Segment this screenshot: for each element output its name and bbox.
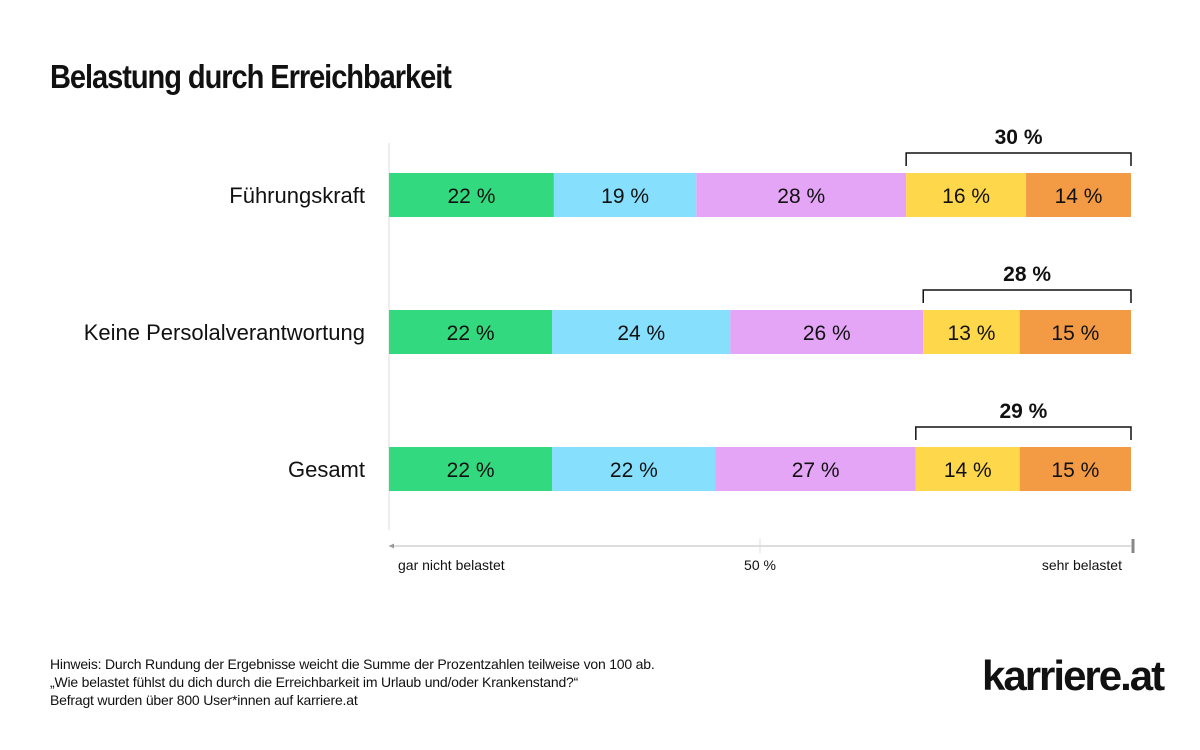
axis-mid-label: 50 % <box>744 557 776 573</box>
data-label: 22 % <box>447 459 495 482</box>
rounding-note: Hinweis: Durch Rundung der Ergebnisse we… <box>50 656 655 672</box>
bar-segment <box>1019 310 1131 354</box>
bar-segment <box>552 310 731 354</box>
axis-right-label: sehr belastet <box>1042 557 1122 573</box>
bar-segment <box>389 173 554 217</box>
bar-segment <box>730 310 924 354</box>
data-label: 22 % <box>447 322 495 345</box>
data-label: 16 % <box>942 185 990 208</box>
karriere-logo: karriere.at <box>982 652 1165 699</box>
sample-note: Befragt wurden über 800 User*innen auf k… <box>50 692 358 708</box>
bar-segment <box>552 447 716 491</box>
bar-segment <box>1026 173 1131 217</box>
footnotes: Hinweis: Durch Rundung der Ergebnisse we… <box>50 655 655 709</box>
category-label: Gesamt <box>288 457 365 482</box>
bar-segment <box>1019 447 1131 491</box>
data-label: 19 % <box>601 185 649 208</box>
bracket <box>905 152 1132 166</box>
bar-segment <box>389 447 553 491</box>
data-label: 14 % <box>1055 185 1103 208</box>
bar-segment <box>389 310 553 354</box>
data-label: 28 % <box>777 185 825 208</box>
data-label: 14 % <box>944 459 992 482</box>
bracket-total-label: 29 % <box>999 400 1047 423</box>
data-label: 26 % <box>803 322 851 345</box>
category-label: Führungskraft <box>229 183 365 208</box>
bracket <box>922 289 1132 303</box>
data-label: 22 % <box>448 185 496 208</box>
category-label: Keine Persolalverantwortung <box>84 320 365 345</box>
bar-segment <box>923 310 1020 354</box>
data-label: 27 % <box>792 459 840 482</box>
data-label: 15 % <box>1051 322 1099 345</box>
data-label: 22 % <box>610 459 658 482</box>
axis-left-label: gar nicht belastet <box>398 557 505 573</box>
bracket-total-label: 30 % <box>995 126 1043 149</box>
axis-arrow-icon <box>389 543 394 549</box>
bar-segment <box>696 173 907 217</box>
bar-segment <box>906 173 1027 217</box>
bar-segment <box>915 447 1020 491</box>
bar-segment <box>715 447 916 491</box>
bracket-total-label: 28 % <box>1003 263 1051 286</box>
data-label: 15 % <box>1051 459 1099 482</box>
data-label: 13 % <box>948 322 996 345</box>
survey-question: „Wie belastet fühlst du dich durch die E… <box>50 674 579 690</box>
bar-segment <box>553 173 697 217</box>
data-label: 24 % <box>617 322 665 345</box>
chart-title: Belastung durch Erreichbarkeit <box>50 58 452 95</box>
bracket <box>915 426 1132 440</box>
